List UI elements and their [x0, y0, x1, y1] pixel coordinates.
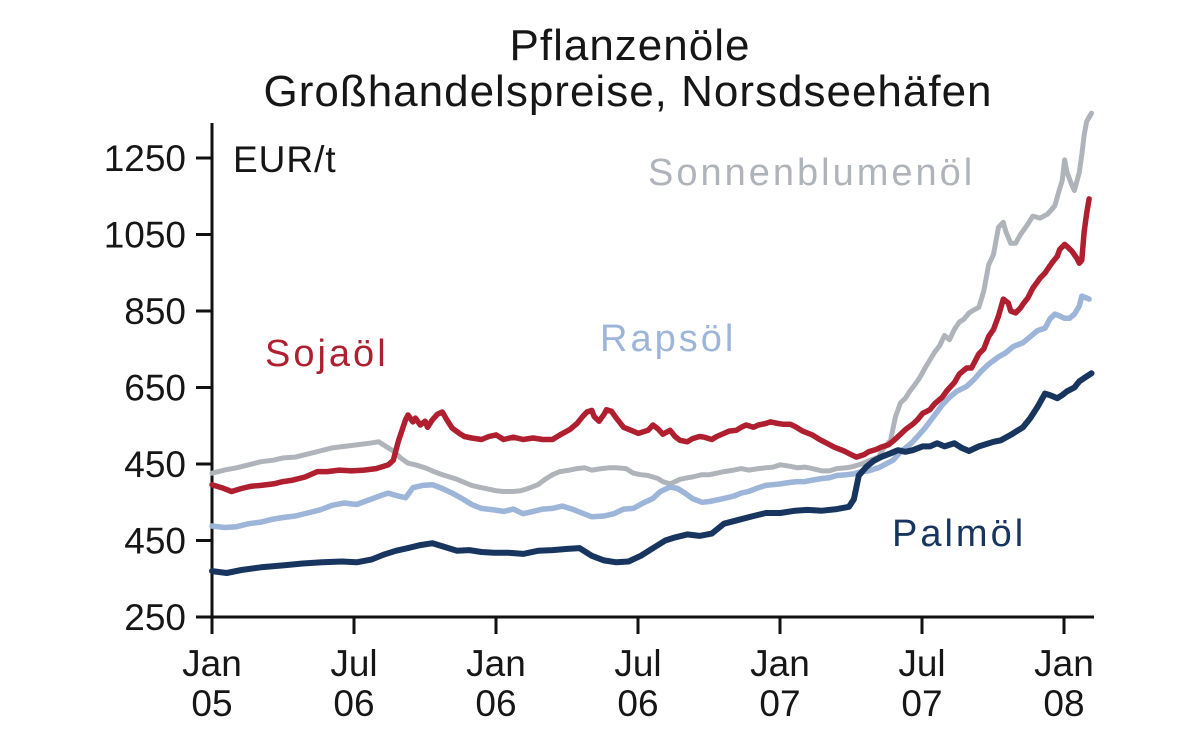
label-sonnenblumenol: Sonnenblumenöl — [648, 152, 975, 194]
series-line-palmol — [209, 370, 1095, 576]
x-tick-label-year: 06 — [475, 683, 516, 724]
series-line-rapsol — [209, 293, 1092, 531]
x-tick-label-month: Jan — [182, 643, 242, 684]
series-line-sonnenblumenol — [209, 110, 1094, 494]
x-tick-label-year: 07 — [901, 683, 942, 724]
y-tick-label: 450 — [124, 444, 186, 485]
label-sojaol: Sojaöl — [265, 333, 389, 375]
y-tick-label: 250 — [124, 597, 186, 638]
x-tick-label-year: 05 — [191, 683, 232, 724]
x-tick-label-month: Jul — [898, 643, 945, 684]
y-tick-label: 1250 — [104, 138, 186, 179]
y-axis-ticks: 1250 1050 850 650 450 450 250 — [104, 138, 212, 638]
x-tick-label-year: 06 — [617, 683, 658, 724]
x-tick-label-year: 07 — [759, 683, 800, 724]
chart-title-line-1: Pflanzenöle — [510, 21, 751, 70]
label-rapsol: Rapsöl — [600, 318, 736, 360]
y-tick-label: 450 — [124, 521, 186, 562]
chart-title-line-2: Großhandelspreise, Norsdseehäfen — [263, 67, 992, 116]
y-tick-label: 850 — [124, 291, 186, 332]
x-tick-label-month: Jul — [614, 643, 661, 684]
series-line-sojaol — [209, 196, 1092, 495]
y-tick-label: 1050 — [104, 215, 186, 256]
x-tick-label-month: Jan — [1034, 643, 1094, 684]
x-tick-label-year: 06 — [333, 683, 374, 724]
x-tick-label-month: Jan — [466, 643, 526, 684]
x-tick-label-month: Jan — [750, 643, 810, 684]
y-axis-unit-label: EUR/t — [233, 139, 337, 180]
label-palmol: Palmöl — [892, 513, 1026, 555]
y-tick-label: 650 — [124, 368, 186, 409]
x-tick-label-month: Jul — [330, 643, 377, 684]
x-tick-label-year: 08 — [1043, 683, 1084, 724]
